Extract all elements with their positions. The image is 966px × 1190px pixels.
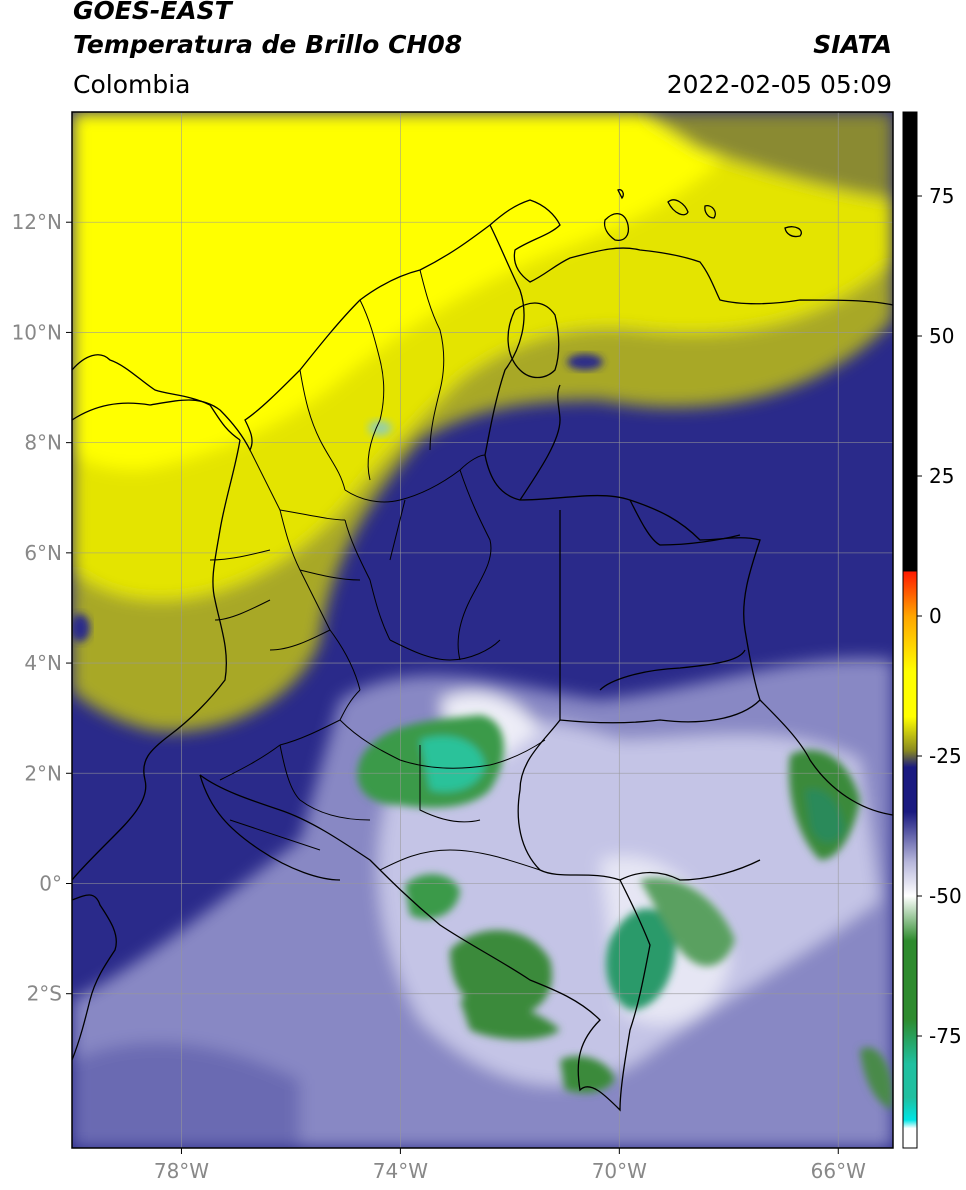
satellite-title: GOES-EAST bbox=[73, 0, 232, 25]
colorbar bbox=[902, 111, 918, 1149]
colombia-border bbox=[199, 224, 761, 1112]
colorbar-tick-label: 50 bbox=[929, 324, 954, 348]
region-label: Colombia bbox=[73, 70, 191, 99]
lon-tick-label: 74°W bbox=[373, 1159, 428, 1183]
longitude-tick-labels: 78°W 74°W 70°W 66°W bbox=[154, 1148, 866, 1183]
map-gridlines bbox=[72, 112, 893, 1148]
paraguana-peninsula bbox=[603, 213, 630, 241]
lat-tick-label: 6°N bbox=[24, 541, 62, 565]
lake-maracaibo bbox=[507, 302, 560, 379]
colorbar-tick-label: 25 bbox=[929, 464, 954, 488]
colorbar-scale bbox=[902, 111, 918, 1149]
ecuador-peru-coast bbox=[72, 894, 117, 1061]
caribbean-island-3 bbox=[784, 226, 802, 238]
source-label: SIATA bbox=[813, 30, 892, 59]
peru-brazil-border bbox=[619, 859, 761, 881]
colorbar-tick-labels: 75 50 25 0 -25 -50 -75 bbox=[917, 184, 962, 1048]
pacific-coastline bbox=[72, 439, 241, 881]
brightness-temperature-image bbox=[72, 112, 893, 1148]
colorbar-tick-label: 0 bbox=[929, 604, 942, 628]
venezuela-internal-2 bbox=[629, 499, 741, 546]
lat-tick-label: 10°N bbox=[12, 320, 62, 344]
product-title: Temperatura de Brillo CH08 bbox=[73, 30, 463, 59]
venezuela-internal-4 bbox=[519, 384, 561, 501]
colorbar-tick-label: -50 bbox=[929, 884, 962, 908]
caribbean-island-1 bbox=[667, 199, 689, 216]
department-borders bbox=[209, 269, 546, 871]
colorbar-tick-label: 75 bbox=[929, 184, 954, 208]
colorbar-tick-label: -75 bbox=[929, 1024, 962, 1048]
lat-tick-label: 4°N bbox=[24, 651, 62, 675]
panama-coastline bbox=[72, 354, 241, 441]
lat-tick-label: 12°N bbox=[12, 210, 62, 234]
lon-tick-label: 66°W bbox=[811, 1159, 866, 1183]
lat-tick-label: 8°N bbox=[24, 431, 62, 455]
venezuela-internal-3 bbox=[599, 649, 746, 691]
map-frame bbox=[71, 111, 894, 1149]
lon-tick-label: 78°W bbox=[154, 1159, 209, 1183]
ecuador-border bbox=[199, 774, 341, 881]
lat-tick-label: 0° bbox=[39, 871, 62, 895]
boundaries bbox=[72, 188, 893, 1112]
datetime-label: 2022-02-05 05:09 bbox=[666, 70, 892, 99]
lat-tick-label: 2°S bbox=[27, 982, 62, 1006]
caribbean-island-4 bbox=[617, 188, 624, 200]
lat-tick-label: 2°N bbox=[24, 761, 62, 785]
venezuela-brazil-border bbox=[759, 699, 893, 816]
caribbean-island-2 bbox=[704, 205, 716, 219]
caribbean-coastline bbox=[72, 199, 893, 452]
latitude-tick-labels: 12°N 10°N 8°N 6°N 4°N 2°N 0° 2°S bbox=[12, 210, 72, 1006]
lon-tick-label: 70°W bbox=[592, 1159, 647, 1183]
colorbar-tick-label: -25 bbox=[929, 744, 962, 768]
